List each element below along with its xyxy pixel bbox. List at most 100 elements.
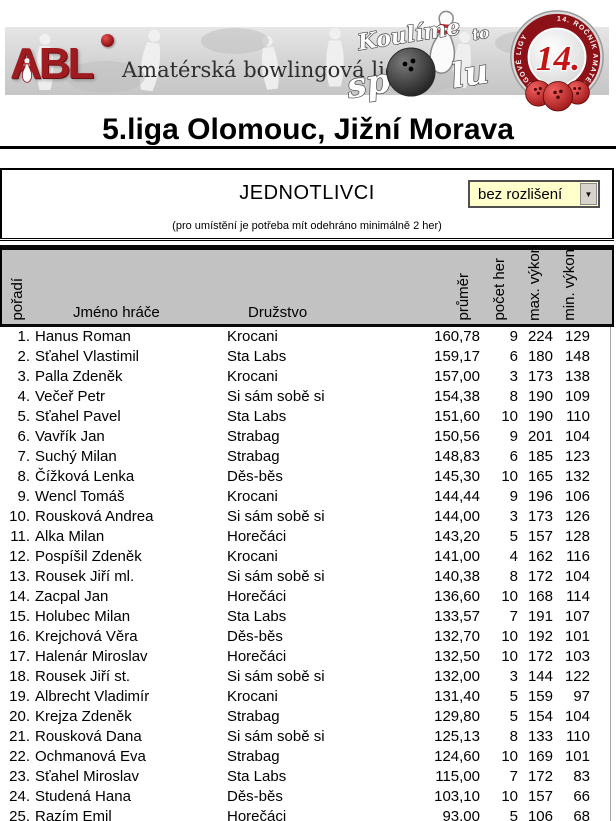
games-count-cell: 10 xyxy=(501,748,518,765)
min-score-cell: 123 xyxy=(564,448,590,465)
filter-dropdown[interactable]: bez rozlišení ▼ xyxy=(468,180,600,208)
player-name-cell: Čížková Lenka xyxy=(35,468,135,485)
team-cell: Si sám sobě si xyxy=(227,568,325,585)
games-count-cell: 10 xyxy=(501,648,518,665)
header-games-count: počet her xyxy=(491,258,508,321)
abl-logo: ABL xyxy=(10,34,120,94)
min-score-cell: 104 xyxy=(564,428,590,445)
team-cell: Krocani xyxy=(227,488,278,505)
team-cell: Sta Labs xyxy=(227,608,287,625)
team-cell: Si sám sobě si xyxy=(227,668,325,685)
max-score-cell: 191 xyxy=(527,608,553,625)
player-name-cell: Večeř Petr xyxy=(35,388,106,405)
player-name-cell: Vavřík Jan xyxy=(35,428,105,445)
min-score-cell: 109 xyxy=(564,388,590,405)
rank-cell: 7. xyxy=(17,448,30,465)
player-name-cell: Rousková Dana xyxy=(35,728,142,745)
average-cell: 132,00 xyxy=(434,668,480,685)
rank-cell: 18. xyxy=(9,668,30,685)
games-count-cell: 5 xyxy=(509,708,518,725)
max-score-cell: 172 xyxy=(527,768,553,785)
average-cell: 144,44 xyxy=(434,488,480,505)
player-name-cell: Razím Emil xyxy=(35,808,112,821)
games-count-cell: 7 xyxy=(509,608,518,625)
games-count-cell: 9 xyxy=(509,488,518,505)
team-cell: Krocani xyxy=(227,328,278,345)
max-score-cell: 201 xyxy=(527,428,553,445)
player-name-cell: Rousková Andrea xyxy=(35,508,154,525)
average-cell: 132,50 xyxy=(434,648,480,665)
rank-cell: 17. xyxy=(9,648,30,665)
team-cell: Sta Labs xyxy=(227,408,287,425)
average-cell: 160,78 xyxy=(434,328,480,345)
team-cell: Si sám sobě si xyxy=(227,388,325,405)
min-score-cell: 101 xyxy=(564,628,590,645)
rank-cell: 9. xyxy=(17,488,30,505)
team-cell: Strabag xyxy=(227,448,280,465)
average-cell: 124,60 xyxy=(434,748,480,765)
min-score-cell: 122 xyxy=(564,668,590,685)
games-count-cell: 3 xyxy=(509,368,518,385)
table-body: 1. Hanus Roman Krocani 160,78 9 224 129 2. Sťahe… xyxy=(0,327,611,821)
koulime-spolu-logo: Koulíme to sp lu xyxy=(343,6,513,110)
max-score-cell: 157 xyxy=(527,528,553,545)
dropdown-arrow-icon[interactable]: ▼ xyxy=(580,183,597,205)
table-row: 23. Sťahel Miroslav Sta Labs 115,00 7 172 83 xyxy=(0,767,610,787)
games-count-cell: 9 xyxy=(509,428,518,445)
svg-text:to: to xyxy=(471,24,491,44)
games-count-cell: 10 xyxy=(501,468,518,485)
max-score-cell: 169 xyxy=(527,748,553,765)
rank-cell: 22. xyxy=(9,748,30,765)
table-row: 1. Hanus Roman Krocani 160,78 9 224 129 xyxy=(0,327,610,347)
max-score-cell: 159 xyxy=(527,688,553,705)
rank-cell: 12. xyxy=(9,548,30,565)
min-score-cell: 129 xyxy=(564,328,590,345)
min-score-cell: 148 xyxy=(564,348,590,365)
rank-cell: 14. xyxy=(9,588,30,605)
max-score-cell: 180 xyxy=(527,348,553,365)
average-cell: 132,70 xyxy=(434,628,480,645)
rank-cell: 5. xyxy=(17,408,30,425)
games-count-cell: 6 xyxy=(509,448,518,465)
table-row: 7. Suchý Milan Strabag 148,83 6 185 123 xyxy=(0,447,610,467)
min-score-cell: 106 xyxy=(564,488,590,505)
header-min-score: min. výkon xyxy=(561,249,578,321)
rank-cell: 15. xyxy=(9,608,30,625)
max-score-cell: 106 xyxy=(527,808,553,821)
games-count-cell: 5 xyxy=(509,528,518,545)
average-cell: 131,40 xyxy=(434,688,480,705)
team-cell: Krocani xyxy=(227,548,278,565)
minimum-games-note: (pro umístění je potřeba mít odehráno mi… xyxy=(172,220,442,232)
team-cell: Sta Labs xyxy=(227,768,287,785)
games-count-cell: 8 xyxy=(509,568,518,585)
team-cell: Krocani xyxy=(227,688,278,705)
player-name-cell: Wencl Tomáš xyxy=(35,488,125,505)
rank-cell: 20. xyxy=(9,708,30,725)
table-row: 16. Krejchová Věra Děs-běs 132,70 10 192 101 xyxy=(0,627,610,647)
rank-cell: 24. xyxy=(9,788,30,805)
table-row: 11. Alka Milan Horečáci 143,20 5 157 128 xyxy=(0,527,610,547)
page-title: 5.liga Olomouc, Jižní Morava xyxy=(102,113,514,146)
min-score-cell: 104 xyxy=(564,708,590,725)
table-row: 14. Zacpal Jan Horečáci 136,60 10 168 114 xyxy=(0,587,610,607)
player-name-cell: Suchý Milan xyxy=(35,448,117,465)
average-cell: 115,00 xyxy=(435,768,480,785)
min-score-cell: 138 xyxy=(564,368,590,385)
header-average: průměr xyxy=(455,273,472,321)
rank-cell: 11. xyxy=(10,528,30,545)
player-name-cell: Pospíšil Zdeněk xyxy=(35,548,142,565)
max-score-cell: 190 xyxy=(527,388,553,405)
average-cell: 154,38 xyxy=(434,388,480,405)
rank-cell: 21. xyxy=(9,728,30,745)
min-score-cell: 126 xyxy=(564,508,590,525)
games-count-cell: 10 xyxy=(501,408,518,425)
games-count-cell: 4 xyxy=(509,548,518,565)
max-score-cell: 165 xyxy=(527,468,553,485)
table-row: 9. Wencl Tomáš Krocani 144,44 9 196 106 xyxy=(0,487,610,507)
abl-pin-icon xyxy=(21,57,33,83)
rank-cell: 23. xyxy=(9,768,30,785)
max-score-cell: 173 xyxy=(527,508,553,525)
player-name-cell: Krejza Zdeněk xyxy=(35,708,132,725)
player-name-cell: Rousek Jiří st. xyxy=(35,668,131,685)
min-score-cell: 103 xyxy=(564,648,590,665)
